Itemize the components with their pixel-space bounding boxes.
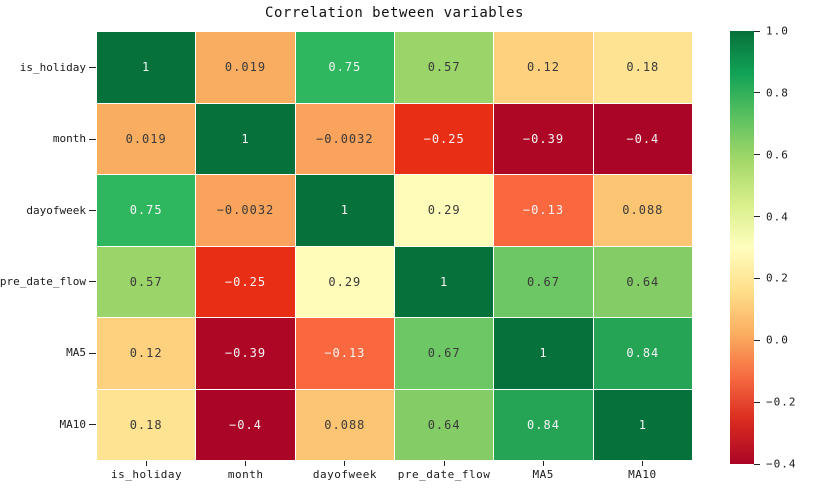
heatmap-cell: 0.29 <box>295 246 394 317</box>
colorbar-tick-mark <box>754 154 760 156</box>
y-tick-label: pre_date_flow <box>0 275 86 289</box>
colorbar-tick-mark <box>754 401 760 403</box>
heatmap-cell: 1 <box>593 389 692 460</box>
y-tick-mark <box>89 352 96 354</box>
colorbar-tick-mark <box>754 216 760 218</box>
heatmap-cell: 0.75 <box>295 32 394 103</box>
y-tick-label: month <box>52 132 86 146</box>
colorbar-tick-label: 0.6 <box>766 148 789 162</box>
colorbar-tick-mark <box>754 277 760 279</box>
x-tick-mark <box>542 461 544 466</box>
x-tick-label: is_holiday <box>110 468 183 481</box>
colorbar-tick-label: −0.2 <box>766 395 797 409</box>
heatmap-cell: −0.0032 <box>295 103 394 174</box>
heatmap-cell: 0.019 <box>97 103 196 174</box>
heatmap-cell: −0.0032 <box>196 175 295 246</box>
heatmap-cell: −0.4 <box>196 389 295 460</box>
colorbar-tick-label: 0.8 <box>766 86 789 100</box>
y-tick-mark <box>89 67 96 69</box>
heatmap-cell: 0.57 <box>395 32 494 103</box>
heatmap-cell: −0.4 <box>593 103 692 174</box>
colorbar-tick-label: 0.4 <box>766 210 789 224</box>
heatmap-cell: 1 <box>395 246 494 317</box>
colorbar-gradient <box>730 31 754 464</box>
heatmap-cell: 0.64 <box>395 389 494 460</box>
heatmap-cell: 0.75 <box>97 175 196 246</box>
heatmap-cell: 0.29 <box>395 175 494 246</box>
y-tick-mark <box>89 138 96 140</box>
x-tick-label: month <box>227 468 264 481</box>
colorbar-tick-mark <box>754 92 760 94</box>
heatmap-cell: 1 <box>97 32 196 103</box>
heatmap-cell: 1 <box>196 103 295 174</box>
x-tick-mark <box>641 461 643 466</box>
y-tick-label: MA5 <box>66 346 86 360</box>
colorbar-tick-label: 1.0 <box>766 24 789 38</box>
heatmap-grid: 1 0.019 0.75 0.57 0.12 0.18 0.019 1 −0.0032 −0.25… <box>97 32 692 460</box>
heatmap-cell: 1 <box>494 318 593 389</box>
y-tick-label: MA10 <box>59 417 87 431</box>
heatmap-cell: 0.84 <box>494 389 593 460</box>
x-tick-mark <box>443 461 445 466</box>
heatmap-cell: 0.088 <box>295 389 394 460</box>
x-tick-mark <box>146 461 148 466</box>
y-tick-mark <box>89 423 96 425</box>
heatmap-cell: −0.25 <box>196 246 295 317</box>
heatmap-cell: 0.18 <box>593 32 692 103</box>
colorbar-tick-label: 0.2 <box>766 271 789 285</box>
heatmap-cell: 0.12 <box>494 32 593 103</box>
y-tick-mark <box>89 209 96 211</box>
heatmap-cell: −0.13 <box>295 318 394 389</box>
heatmap-cell: 0.019 <box>196 32 295 103</box>
heatmap-cell: 0.67 <box>494 246 593 317</box>
heatmap-cell: 1 <box>295 175 394 246</box>
colorbar-tick-mark <box>754 463 760 465</box>
x-tick-label: MA5 <box>532 468 554 481</box>
heatmap-cell: 0.57 <box>97 246 196 317</box>
x-tick-mark <box>344 461 346 466</box>
x-tick-label: MA10 <box>628 468 657 481</box>
heatmap-cell: 0.84 <box>593 318 692 389</box>
colorbar-tick-label: −0.4 <box>766 457 797 471</box>
x-tick-mark <box>245 461 247 466</box>
x-tick-label: pre_date_flow <box>397 468 491 481</box>
chart-title: Correlation between variables <box>265 5 524 21</box>
y-tick-mark <box>89 281 96 283</box>
y-tick-label: dayofweek <box>26 203 86 217</box>
x-tick-label: dayofweek <box>312 468 377 481</box>
heatmap-cell: 0.18 <box>97 389 196 460</box>
heatmap-cell: −0.39 <box>196 318 295 389</box>
heatmap-cell: 0.12 <box>97 318 196 389</box>
heatmap-cell: 0.088 <box>593 175 692 246</box>
colorbar-tick-mark <box>754 30 760 32</box>
heatmap-cell: −0.25 <box>395 103 494 174</box>
y-tick-label: is_holiday <box>19 61 86 75</box>
colorbar-tick-mark <box>754 339 760 341</box>
heatmap-cell: 0.67 <box>395 318 494 389</box>
heatmap-cell: 0.64 <box>593 246 692 317</box>
colorbar-tick-label: 0.0 <box>766 333 789 347</box>
heatmap-cell: −0.39 <box>494 103 593 174</box>
heatmap-cell: −0.13 <box>494 175 593 246</box>
